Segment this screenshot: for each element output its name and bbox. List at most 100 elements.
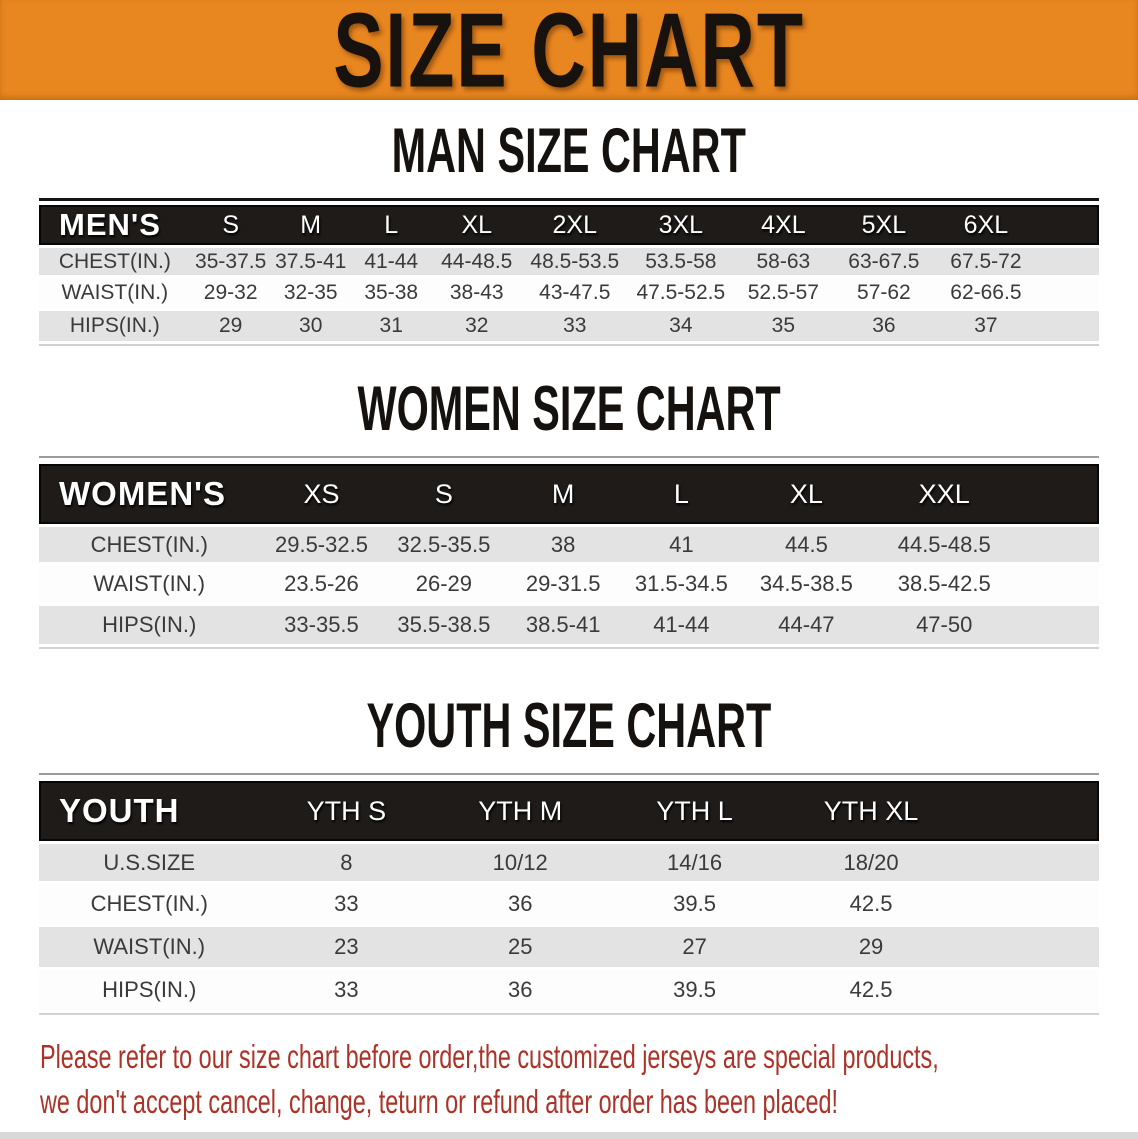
table-top-rule <box>39 773 1099 775</box>
size-value-cell: 38 <box>504 524 622 565</box>
size-value-cell: 67.5-72 <box>934 245 1037 278</box>
size-value-cell: 36 <box>832 311 935 344</box>
women-size-table: WOMEN'S XS S M L XL XXL CHEST(IN.) 29.5-32.5 32.5… <box>39 456 1099 649</box>
row-spacer <box>1036 278 1099 311</box>
size-value-cell: 37.5-41 <box>270 245 351 278</box>
header-spacer <box>960 781 1099 841</box>
size-value-cell: 23 <box>259 927 434 970</box>
youth-size-chart-section: YOUTH SIZE CHART YOUTH YTH S YTH M YTH L YTH… <box>0 689 1138 1015</box>
size-column-header: XL <box>740 464 873 524</box>
size-value-cell: 47.5-52.5 <box>627 278 734 311</box>
size-value-cell: 63-67.5 <box>832 245 935 278</box>
size-value-cell: 33 <box>259 884 434 927</box>
size-value-cell: 38-43 <box>431 278 522 311</box>
table-bottom-rule <box>39 344 1099 346</box>
size-value-cell: 26-29 <box>383 565 505 606</box>
banner-title: SIZE CHART <box>333 0 805 100</box>
size-value-cell: 32-35 <box>270 278 351 311</box>
row-spacer <box>1016 524 1099 565</box>
table-header-row: YOUTH YTH S YTH M YTH L YTH XL <box>39 781 1099 841</box>
size-value-cell: 33 <box>521 311 628 344</box>
size-value-cell: 39.5 <box>607 884 783 927</box>
size-value-cell: 38.5-41 <box>504 606 622 647</box>
size-column-header: 2XL <box>521 205 628 245</box>
row-label: HIPS(IN.) <box>39 606 260 647</box>
size-value-cell: 39.5 <box>607 970 783 1013</box>
table-row: WAIST(IN.) 23.5-26 26-29 29-31.5 31.5-34.5 34… <box>39 565 1099 606</box>
size-value-cell: 58-63 <box>733 245 833 278</box>
row-label: CHEST(IN.) <box>39 245 191 278</box>
table-header-row: MEN'S S M L XL 2XL 3XL 4XL 5XL 6XL <box>39 205 1099 245</box>
size-value-cell: 10/12 <box>433 841 608 884</box>
size-value-cell: 44.5 <box>740 524 873 565</box>
table-row: CHEST(IN.) 29.5-32.5 32.5-35.5 38 41 44.5 44.5… <box>39 524 1099 565</box>
size-value-cell: 41-44 <box>621 606 741 647</box>
size-value-cell: 34.5-38.5 <box>740 565 873 606</box>
header-spacer <box>1016 464 1099 524</box>
size-value-cell: 29-31.5 <box>504 565 622 606</box>
size-value-cell: 52.5-57 <box>733 278 833 311</box>
size-column-header: XS <box>259 464 384 524</box>
table-header-label: MEN'S <box>39 205 191 245</box>
row-label: HIPS(IN.) <box>39 970 260 1013</box>
size-table: YOUTH YTH S YTH M YTH L YTH XL U.S.SIZE 8 10/12… <box>39 781 1099 1013</box>
table-row: WAIST(IN.) 29-32 32-35 35-38 38-43 43-47.5 47.… <box>39 278 1099 311</box>
size-column-header: 3XL <box>627 205 734 245</box>
size-column-header: XL <box>431 205 522 245</box>
size-value-cell: 30 <box>270 311 351 344</box>
table-header-label: YOUTH <box>39 781 260 841</box>
size-value-cell: 34 <box>627 311 734 344</box>
youth-size-chart-heading: YOUTH SIZE CHART <box>0 689 1138 761</box>
row-label: HIPS(IN.) <box>39 311 191 344</box>
table-top-rule <box>39 198 1099 201</box>
table-row: CHEST(IN.) 35-37.5 37.5-41 41-44 44-48.5 48.5… <box>39 245 1099 278</box>
size-column-header: M <box>270 205 351 245</box>
disclaimer-line-2: we don't accept cancel, change, teturn o… <box>40 1083 838 1121</box>
row-spacer <box>960 841 1099 884</box>
size-value-cell: 25 <box>433 927 608 970</box>
size-value-cell: 48.5-53.5 <box>521 245 628 278</box>
size-value-cell: 35-37.5 <box>190 245 271 278</box>
youth-size-chart-heading-text: YOUTH SIZE CHART <box>366 689 772 761</box>
size-value-cell: 31.5-34.5 <box>621 565 741 606</box>
size-value-cell: 33-35.5 <box>259 606 384 647</box>
man-size-chart-section: MAN SIZE CHART MEN'S S M L XL 2XL 3XL 4XL 5XL 6XL… <box>0 114 1138 346</box>
table-header-label: WOMEN'S <box>39 464 260 524</box>
size-column-header: 6XL <box>934 205 1037 245</box>
size-column-header: S <box>383 464 505 524</box>
women-size-chart-heading: WOMEN SIZE CHART <box>0 372 1138 444</box>
size-value-cell: 35.5-38.5 <box>383 606 505 647</box>
man-size-chart-heading-text: MAN SIZE CHART <box>391 114 747 186</box>
size-column-header: YTH M <box>433 781 608 841</box>
bottom-edge-strip <box>0 1132 1138 1139</box>
size-value-cell: 8 <box>259 841 434 884</box>
table-row: HIPS(IN.) 33-35.5 35.5-38.5 38.5-41 41-44 44-… <box>39 606 1099 647</box>
size-column-header: 5XL <box>832 205 935 245</box>
size-value-cell: 57-62 <box>832 278 935 311</box>
row-spacer <box>960 970 1099 1013</box>
size-value-cell: 42.5 <box>782 970 961 1013</box>
row-spacer <box>960 927 1099 970</box>
table-top-rule <box>39 456 1099 458</box>
disclaimer-line-1: Please refer to our size chart before or… <box>40 1039 939 1076</box>
size-value-cell: 35 <box>733 311 833 344</box>
women-size-chart-heading-text: WOMEN SIZE CHART <box>357 372 781 444</box>
women-size-chart-section: WOMEN SIZE CHART WOMEN'S XS S M L XL XXL CHEST(… <box>0 372 1138 649</box>
size-column-header: L <box>621 464 741 524</box>
size-column-header: XXL <box>872 464 1017 524</box>
table-row: WAIST(IN.) 23 25 27 29 <box>39 927 1099 970</box>
size-column-header: YTH S <box>259 781 434 841</box>
row-spacer <box>1036 245 1099 278</box>
size-value-cell: 41-44 <box>350 245 432 278</box>
size-column-header: YTH L <box>607 781 783 841</box>
size-value-cell: 42.5 <box>782 884 961 927</box>
size-value-cell: 44.5-48.5 <box>872 524 1017 565</box>
table-row: HIPS(IN.) 33 36 39.5 42.5 <box>39 970 1099 1013</box>
table-row: CHEST(IN.) 33 36 39.5 42.5 <box>39 884 1099 927</box>
table-bottom-rule <box>39 1013 1099 1015</box>
size-value-cell: 41 <box>621 524 741 565</box>
order-disclaimer: Please refer to our size chart before or… <box>40 1039 1138 1121</box>
size-value-cell: 62-66.5 <box>934 278 1037 311</box>
size-column-header: S <box>190 205 271 245</box>
size-value-cell: 31 <box>350 311 432 344</box>
